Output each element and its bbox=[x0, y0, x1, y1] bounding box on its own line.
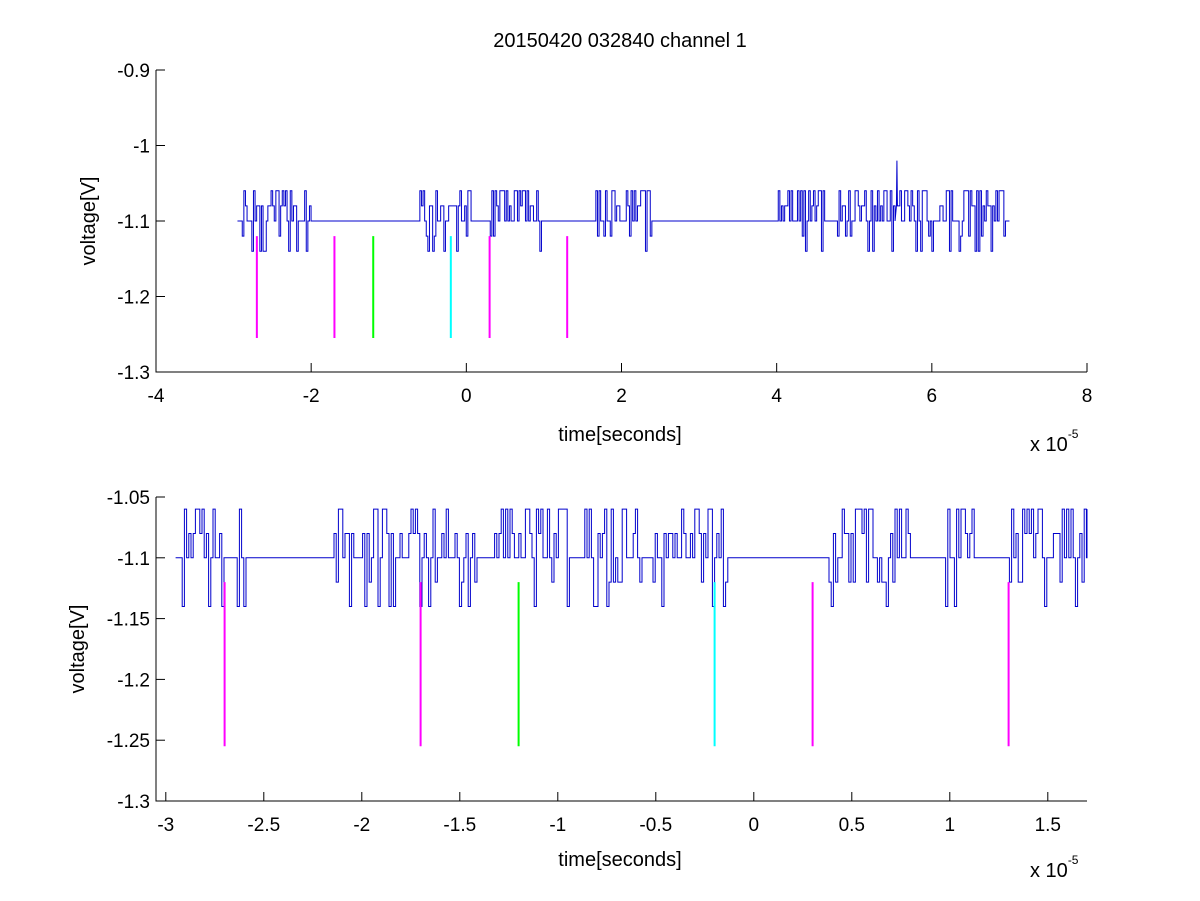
top-subplot: -4 -2 0 2 4 6 8 -1.3 -1.2 -1.1 -1 -0.9 time[seconds]… bbox=[78, 61, 1092, 456]
x-tick-label: -0.5 bbox=[639, 815, 672, 836]
x-tick-label: 0.5 bbox=[839, 815, 865, 836]
x-tick-label: 1.5 bbox=[1035, 815, 1061, 836]
x-tick-label: -1 bbox=[549, 815, 566, 836]
x-tick-label: 0 bbox=[461, 386, 472, 407]
x-tick-label: -2 bbox=[353, 815, 370, 836]
x-tick-label: 4 bbox=[771, 386, 782, 407]
x-tick-label: 6 bbox=[927, 386, 938, 407]
y-axis-label: voltage[V] bbox=[78, 177, 100, 266]
x-tick-label: -4 bbox=[148, 386, 165, 407]
x-tick-label: -2.5 bbox=[247, 815, 280, 836]
y-tick-label: -1.15 bbox=[107, 610, 150, 631]
x-tick-label: 1 bbox=[945, 815, 956, 836]
voltage-trace-line bbox=[175, 508, 1088, 607]
x-tick-label: -3 bbox=[157, 815, 174, 836]
y-tick-label: -1.3 bbox=[117, 363, 150, 384]
y-tick-label: -1.25 bbox=[107, 731, 150, 752]
y-tick-label: -1 bbox=[133, 137, 150, 158]
y-axis-label: voltage[V] bbox=[67, 605, 89, 694]
chart-title: 20150420 032840 channel 1 bbox=[493, 30, 747, 52]
y-tick-label: -0.9 bbox=[117, 61, 150, 82]
x-tick-label: 8 bbox=[1082, 386, 1093, 407]
x-tick-label: 2 bbox=[616, 386, 627, 407]
x-tick-label: -1.5 bbox=[443, 815, 476, 836]
y-tick-label: -1.1 bbox=[117, 549, 150, 570]
y-tick-label: -1.3 bbox=[117, 792, 150, 813]
x-tick-label: -2 bbox=[303, 386, 320, 407]
bottom-subplot: -3 -2.5 -2 -1.5 -1 -0.5 0 0.5 1 1.5 -1.3 -1.25 -1.2 -… bbox=[67, 488, 1088, 882]
x-scale-exponent-label: x 10-5 bbox=[1030, 853, 1079, 882]
y-tick-label: -1.05 bbox=[107, 488, 150, 509]
x-axis-label: time[seconds] bbox=[558, 849, 681, 871]
y-tick-label: -1.2 bbox=[117, 670, 150, 691]
x-axis-label: time[seconds] bbox=[558, 424, 681, 446]
y-tick-label: -1.2 bbox=[117, 288, 150, 309]
voltage-trace-line bbox=[237, 160, 1010, 252]
y-tick-label: -1.1 bbox=[117, 212, 150, 233]
x-scale-exponent-label: x 10-5 bbox=[1030, 427, 1079, 456]
x-tick-label: 0 bbox=[749, 815, 760, 836]
